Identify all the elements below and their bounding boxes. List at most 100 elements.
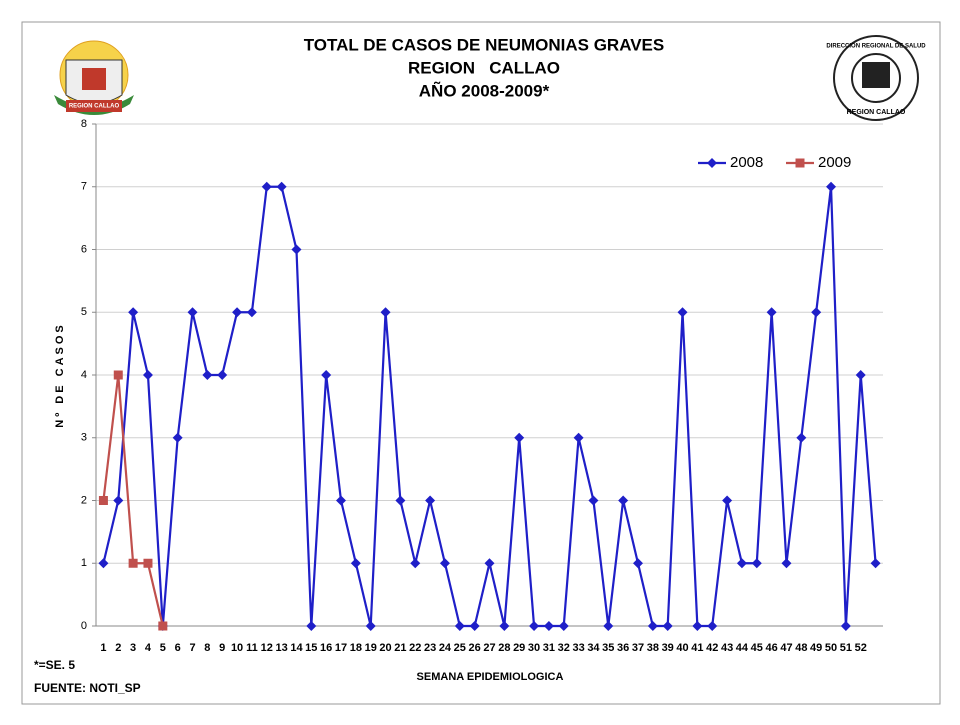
x-tick-label: 46 — [766, 642, 778, 654]
point — [766, 307, 777, 318]
x-tick-label: 20 — [379, 642, 391, 654]
x-tick-label: 21 — [394, 642, 406, 654]
x-tick-label: 39 — [662, 642, 674, 654]
x-tick-label: 15 — [305, 642, 317, 654]
point — [588, 495, 599, 506]
y-axis-title: Nº DE CASOS — [54, 322, 66, 427]
x-tick-label: 17 — [335, 642, 347, 654]
point — [98, 558, 109, 569]
x-tick-label: 45 — [751, 642, 763, 654]
x-tick-label: 19 — [365, 642, 377, 654]
x-tick-label: 28 — [498, 642, 510, 654]
x-tick-label: 2 — [115, 642, 121, 654]
slide-border — [21, 21, 941, 705]
x-tick-label: 32 — [558, 642, 570, 654]
x-tick-label: 9 — [219, 642, 225, 654]
point — [232, 307, 243, 318]
point — [246, 307, 257, 318]
logo-right: DIRECCION REGIONAL DE SALUD REGION CALLA… — [826, 35, 926, 121]
x-tick-label: 36 — [617, 642, 629, 654]
x-tick-label: 37 — [632, 642, 644, 654]
logo-tower — [862, 62, 890, 88]
point — [365, 621, 376, 631]
point — [128, 558, 138, 568]
point — [632, 558, 643, 569]
point — [425, 495, 436, 506]
point — [484, 558, 495, 569]
x-tick-label: 3 — [130, 642, 136, 654]
x-tick-label: 5 — [160, 642, 166, 654]
x-tick-label: 47 — [780, 642, 792, 654]
chart-title: TOTAL DE CASOS DE NEUMONIAS GRAVES — [304, 35, 665, 54]
x-tick-label: 23 — [424, 642, 436, 654]
point — [336, 495, 347, 506]
point — [113, 370, 123, 380]
point — [722, 495, 733, 506]
x-tick-label: 44 — [736, 642, 749, 654]
point — [454, 621, 465, 631]
logo-text: REGION CALLAO — [847, 109, 906, 116]
x-tick-label: 42 — [706, 642, 718, 654]
y-tick-label: 6 — [81, 243, 87, 255]
legend-marker — [707, 158, 717, 168]
x-tick-label: 49 — [810, 642, 822, 654]
x-tick-label: 8 — [204, 642, 210, 654]
point — [558, 621, 569, 631]
legend-label: 2008 — [730, 154, 763, 171]
x-tick-label: 14 — [290, 642, 303, 654]
x-tick-label: 38 — [647, 642, 659, 654]
point — [870, 558, 881, 569]
point — [840, 621, 851, 631]
x-tick-label: 22 — [409, 642, 421, 654]
x-tick-label: 26 — [469, 642, 481, 654]
chart-title: AÑO 2008-2009* — [419, 80, 550, 100]
x-tick-label: 24 — [439, 642, 452, 654]
logo-text: DIRECCION REGIONAL DE SALUD — [826, 44, 926, 50]
point — [410, 558, 421, 569]
y-tick-label: 3 — [81, 432, 87, 444]
point — [603, 621, 614, 631]
point — [796, 432, 807, 443]
chart-title: REGION CALLAO — [408, 58, 560, 77]
point — [202, 370, 213, 380]
point — [350, 558, 361, 569]
x-tick-label: 35 — [602, 642, 614, 654]
point — [291, 244, 302, 255]
point — [143, 558, 153, 568]
point — [128, 307, 139, 318]
y-tick-label: 2 — [81, 494, 87, 506]
point — [692, 621, 703, 631]
point — [736, 558, 747, 569]
point — [306, 621, 317, 631]
legend-marker — [795, 158, 805, 168]
x-tick-label: 41 — [691, 642, 703, 654]
point — [573, 432, 584, 443]
x-tick-label: 7 — [189, 642, 195, 654]
point — [707, 621, 718, 631]
point — [321, 370, 332, 380]
point — [261, 181, 272, 192]
point — [380, 307, 391, 318]
point — [647, 621, 658, 631]
x-tick-label: 34 — [587, 642, 600, 654]
point — [172, 432, 183, 443]
x-axis-title: SEMANA EPIDEMIOLOGICA — [417, 671, 564, 683]
note: *=SE. 5 — [34, 658, 75, 672]
x-tick-label: 33 — [572, 642, 584, 654]
logo-left: REGION CALLAO — [54, 40, 134, 115]
point — [662, 621, 673, 631]
logo-text: REGION CALLAO — [69, 104, 120, 110]
legend-label: 2009 — [818, 154, 851, 171]
point — [514, 432, 525, 443]
x-tick-label: 52 — [855, 642, 867, 654]
point — [395, 495, 406, 506]
x-tick-label: 31 — [543, 642, 555, 654]
y-tick-label: 0 — [81, 620, 87, 632]
y-tick-label: 8 — [81, 118, 87, 130]
x-tick-label: 27 — [483, 642, 495, 654]
point — [439, 558, 450, 569]
point — [142, 370, 153, 380]
point — [751, 558, 762, 569]
point — [826, 181, 837, 192]
